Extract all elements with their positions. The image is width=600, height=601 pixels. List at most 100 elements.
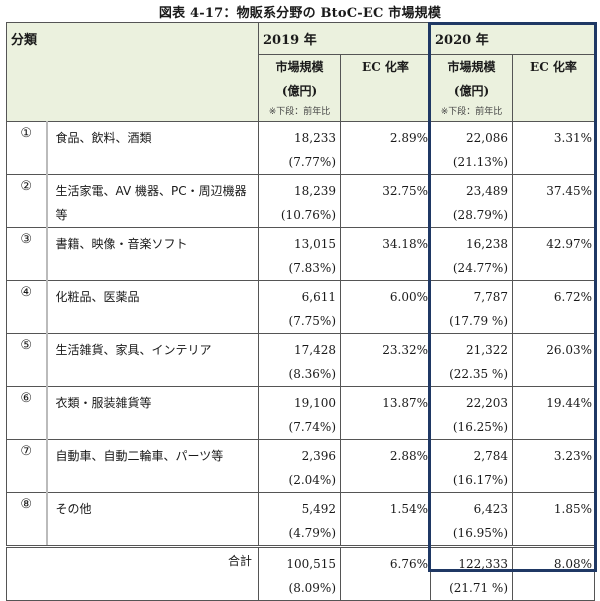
yoy-value: (24.77%) (452, 261, 508, 275)
table-row: ⑥ 衣類・服装雑貨等 19,100 (7.74%) 13.87% 22,203 (1… (6, 386, 595, 440)
size-value: 22,203 (466, 396, 508, 410)
market-size-2020: 22,203 (16.25%) (430, 386, 513, 440)
row-category: その他 (46, 492, 259, 547)
total-ec-rate-2019: 6.76% (340, 545, 431, 601)
size-value: 122,333 (458, 557, 508, 571)
size-label: 市場規模 (275, 60, 324, 74)
ec-rate-2019: 2.89% (340, 121, 431, 175)
market-size-2020: 21,322 (22.35 %) (430, 333, 513, 387)
market-size-2019: 19,100 (7.74%) (258, 386, 341, 440)
yoy-value: (16.95%) (452, 526, 508, 540)
yoy-value: (28.79%) (452, 208, 508, 222)
row-category: 食品、飲料、酒類 (46, 121, 259, 175)
market-size-2019: 6,611 (7.75%) (258, 280, 341, 334)
yoy-value: (7.77%) (288, 155, 336, 169)
header-2019-market-size: 市場規模 (億円) ※下段：前年比 (258, 54, 341, 122)
size-value: 21,322 (466, 343, 508, 357)
yoy-value: (2.04%) (288, 473, 336, 487)
size-value: 6,423 (473, 502, 508, 516)
row-category: 自動車、自動二輪車、パーツ等 (46, 439, 259, 493)
yoy-value: (21.71 %) (449, 581, 508, 595)
table-row: ④ 化粧品、医薬品 6,611 (7.75%) 6.00% 7,787 (17.79… (6, 280, 595, 334)
ec-rate-2019: 2.88% (340, 439, 431, 493)
yoy-value: (8.09%) (288, 581, 336, 595)
ec-label: EC 化率 (530, 60, 577, 74)
total-market-size-2019: 100,515 (8.09%) (258, 545, 341, 601)
yoy-value: (16.25%) (452, 420, 508, 434)
market-size-2020: 16,238 (24.77%) (430, 227, 513, 281)
ec-rate-2019: 23.32% (340, 333, 431, 387)
ec-rate-2019: 13.87% (340, 386, 431, 440)
size-value: 7,787 (473, 290, 508, 304)
size-value: 2,784 (473, 449, 508, 463)
yoy-value: (8.36%) (288, 367, 336, 381)
row-number: ⑤ (6, 333, 48, 387)
yoy-value: (7.83%) (288, 261, 336, 275)
row-number: ① (6, 121, 48, 175)
size-value: 18,233 (294, 131, 336, 145)
ec-rate-2020: 1.85% (512, 492, 595, 547)
total-row: 合計 100,515 (8.09%) 6.76% 122,333 (21.71 %)… (6, 545, 595, 601)
header-row-years: 分類 2019 年 2020 年 (6, 22, 595, 122)
size-value: 22,086 (466, 131, 508, 145)
market-size-2019: 5,492 (4.79%) (258, 492, 341, 547)
market-size-2020: 7,787 (17.79 %) (430, 280, 513, 334)
ec-rate-2020: 19.44% (512, 386, 595, 440)
size-value: 13,015 (294, 237, 336, 251)
row-category: 書籍、映像・音楽ソフト (46, 227, 259, 281)
header-row-metrics: 市場規模 (億円) ※下段：前年比 EC 化率 市場規模 (億円) ※下段：前年… (7, 54, 595, 122)
market-size-2020: 22,086 (21.13%) (430, 121, 513, 175)
header-2020-market-size: 市場規模 (億円) ※下段：前年比 (430, 54, 513, 122)
yoy-value: (21.13%) (452, 155, 508, 169)
ec-rate-2020: 6.72% (512, 280, 595, 334)
row-number: ④ (6, 280, 48, 334)
yoy-value: (7.75%) (288, 314, 336, 328)
yoy-value: (17.79 %) (449, 314, 508, 328)
ec-rate-2020: 3.23% (512, 439, 595, 493)
header-2020-ec-rate: EC 化率 (512, 54, 595, 122)
market-size-2020: 23,489 (28.79%) (430, 174, 513, 228)
size-value: 16,238 (466, 237, 508, 251)
table-row: ⑧ その他 5,492 (4.79%) 1.54% 6,423 (16.95%) 1… (6, 492, 595, 547)
yoy-value: (22.35 %) (449, 367, 508, 381)
row-number: ② (6, 174, 48, 228)
total-ec-rate-2020: 8.08% (512, 545, 595, 601)
row-category: 生活家電、AV 機器、PC・周辺機器等 (46, 174, 259, 228)
size-unit: (億円) (453, 84, 490, 98)
table-row: ③ 書籍、映像・音楽ソフト 13,015 (7.83%) 34.18% 16,23… (6, 227, 595, 281)
row-category: 生活雑貨、家具、インテリア (46, 333, 259, 387)
market-size-2019: 18,233 (7.77%) (258, 121, 341, 175)
market-size-table: 分類 2019 年 2020 年 市場規模 (億円) ※下段：前年比 EC 化率… (6, 22, 595, 601)
header-year-2019: 2019 年 (258, 22, 431, 55)
header-2019-ec-rate: EC 化率 (340, 54, 431, 122)
row-number: ⑦ (6, 439, 48, 493)
ec-rate-2019: 6.00% (340, 280, 431, 334)
market-size-2020: 2,784 (16.17%) (430, 439, 513, 493)
market-size-2019: 18,239 (10.76%) (258, 174, 341, 228)
yoy-value: (16.17%) (452, 473, 508, 487)
size-value: 2,396 (301, 449, 336, 463)
yoy-value: (7.74%) (288, 420, 336, 434)
ec-rate-2019: 1.54% (340, 492, 431, 547)
row-number: ⑥ (6, 386, 48, 440)
ec-rate-2020: 26.03% (512, 333, 595, 387)
ec-rate-2020: 3.31% (512, 121, 595, 175)
ec-rate-2019: 32.75% (340, 174, 431, 228)
row-category: 化粧品、医薬品 (46, 280, 259, 334)
size-value: 100,515 (286, 557, 336, 571)
table-title: 図表 4-17：物販系分野の BtoC-EC 市場規模 (158, 6, 442, 21)
size-value: 17,428 (294, 343, 336, 357)
size-unit: (億円) (281, 84, 318, 98)
size-value: 23,489 (466, 184, 508, 198)
total-label: 合計 (6, 545, 259, 601)
total-market-size-2020: 122,333 (21.71 %) (430, 545, 513, 601)
ec-rate-2019: 34.18% (340, 227, 431, 281)
table-row: ⑤ 生活雑貨、家具、インテリア 17,428 (8.36%) 23.32% 21,… (6, 333, 595, 387)
market-size-2019: 2,396 (2.04%) (258, 439, 341, 493)
table-row: ⑦ 自動車、自動二輪車、パーツ等 2,396 (2.04%) 2.88% 2,78… (6, 439, 595, 493)
market-size-2019: 17,428 (8.36%) (258, 333, 341, 387)
ec-rate-2020: 37.45% (512, 174, 595, 228)
size-value: 18,239 (294, 184, 336, 198)
size-note: ※下段：前年比 (440, 107, 503, 117)
header-year-2020: 2020 年 (430, 22, 595, 55)
